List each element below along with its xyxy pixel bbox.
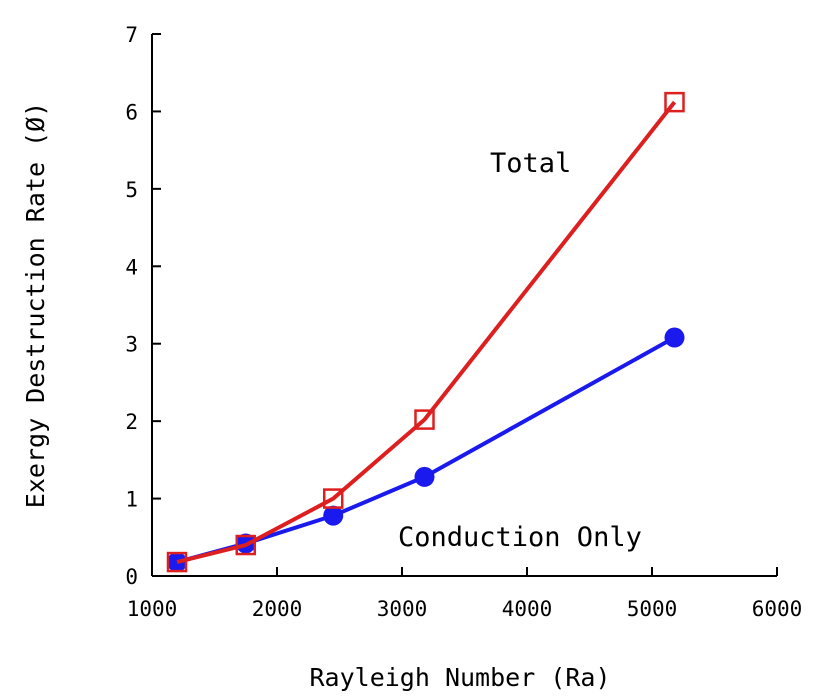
x-tick-label: 6000	[752, 597, 803, 621]
x-axis-ticks: 1000 2000 3000 4000 5000 6000	[127, 567, 803, 621]
series-conduction-only	[167, 327, 685, 573]
x-axis-title: Rayleigh Number (Ra)	[309, 663, 610, 692]
data-point-total	[166, 551, 188, 573]
y-tick-label: 1	[125, 488, 138, 512]
y-tick-label: 5	[125, 178, 138, 202]
series-line-total	[176, 100, 677, 565]
x-tick-label: 3000	[377, 597, 428, 621]
x-tick-label: 4000	[502, 597, 553, 621]
y-axis-title: Exergy Destruction Rate (Ø)	[21, 102, 50, 508]
data-point-total	[323, 488, 344, 509]
x-tick-label: 2000	[252, 597, 303, 621]
y-axis-ticks: 0 1 2 3 4 5 6 7	[125, 23, 161, 589]
annotation-conduction-only: Conduction Only	[398, 522, 642, 553]
data-point-total	[414, 409, 435, 430]
y-tick-label: 3	[125, 333, 138, 357]
data-point-conduction-only	[323, 505, 344, 526]
x-tick-label: 1000	[127, 597, 178, 621]
y-axis: 0 1 2 3 4 5 6 7	[125, 23, 161, 589]
series-total	[166, 91, 685, 573]
data-point-conduction-only	[664, 327, 685, 348]
y-tick-label: 7	[125, 23, 138, 47]
y-tick-label: 4	[125, 255, 138, 279]
data-point-total	[235, 534, 256, 556]
data-point-conduction-only	[414, 466, 435, 487]
y-tick-label: 2	[125, 410, 138, 434]
x-tick-label: 5000	[627, 597, 678, 621]
x-axis: 1000 2000 3000 4000 5000 6000	[127, 567, 803, 621]
y-tick-label: 6	[125, 100, 138, 124]
annotation-total: Total	[490, 148, 571, 179]
y-tick-label: 0	[125, 565, 138, 589]
data-point-total	[664, 91, 685, 113]
series-layer	[166, 91, 685, 573]
